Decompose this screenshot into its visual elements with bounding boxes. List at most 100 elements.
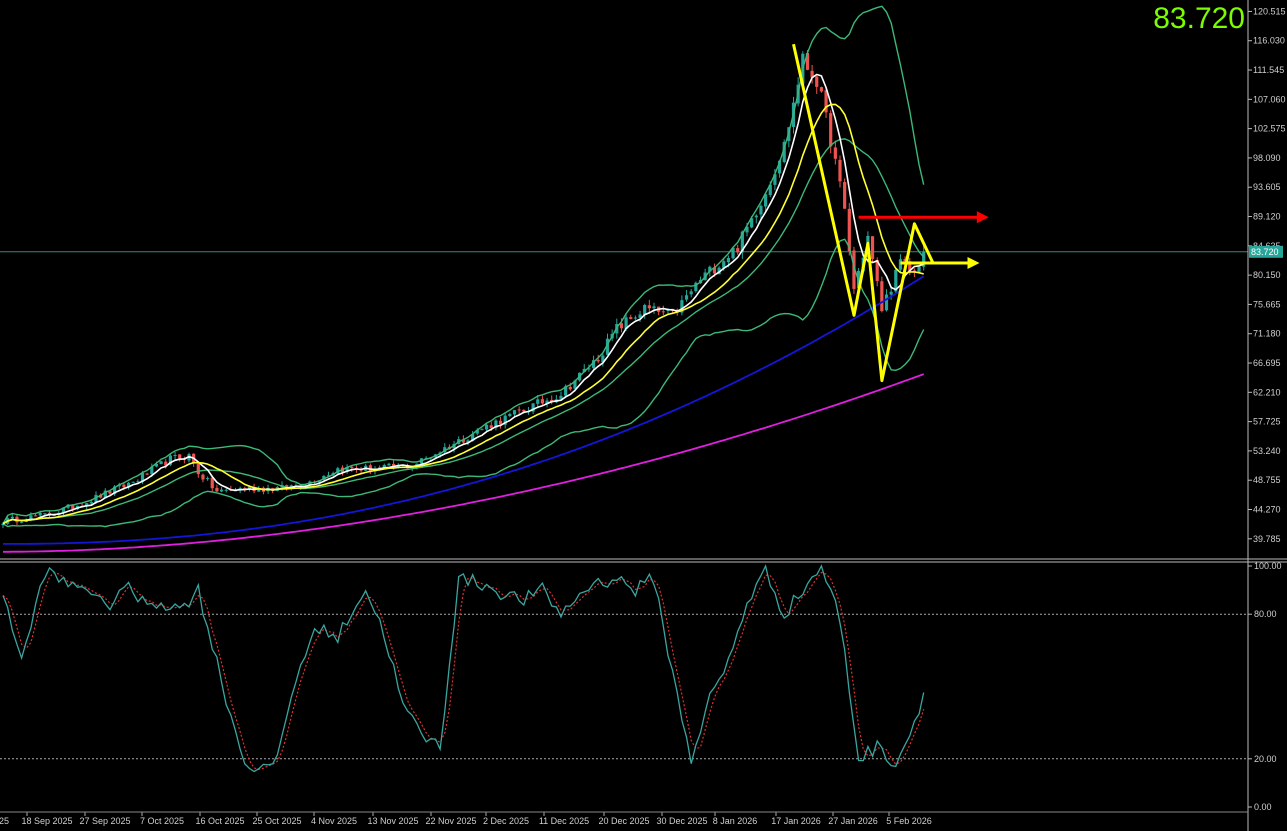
candle-body — [475, 430, 479, 434]
candle-body — [717, 267, 721, 275]
y-tick-label: 98.090 — [1253, 153, 1281, 163]
candle-body — [773, 174, 777, 185]
current-price-display: 83.720 — [1153, 2, 1245, 35]
candle-body — [633, 317, 637, 319]
candle-body — [531, 403, 535, 412]
candle-body — [206, 478, 210, 480]
candle-body — [164, 461, 168, 466]
candle-body — [894, 269, 898, 292]
candle-body — [466, 440, 470, 443]
candle-body — [903, 258, 907, 262]
candle-body — [759, 205, 763, 215]
x-tick-label: 17 Jan 2026 — [771, 816, 821, 826]
y-tick-label: 107.060 — [1253, 94, 1286, 104]
stochastic-d-line — [2, 571, 925, 771]
candle-body — [122, 484, 126, 488]
candle-body — [643, 305, 647, 315]
candle-body — [684, 295, 689, 300]
candle-body — [550, 399, 554, 402]
candle-body — [815, 76, 819, 87]
candle-body — [517, 409, 521, 411]
candle-body — [20, 521, 24, 523]
y-tick-label: 116.030 — [1253, 36, 1285, 46]
candle-body — [596, 360, 600, 362]
candle-body — [847, 208, 851, 252]
x-axis: 25 18 Sep 2025 27 Sep 2025 7 Oct 2025 16 Oct… — [0, 812, 932, 826]
candle-body — [740, 231, 744, 253]
y-tick-label: 89.120 — [1253, 212, 1281, 222]
candle-body — [443, 447, 447, 453]
candle-body — [880, 281, 884, 311]
candle-body — [750, 218, 754, 228]
stochastic-k-line — [2, 564, 925, 773]
candle-body — [587, 368, 591, 370]
candle-body — [661, 311, 665, 313]
candle-body — [424, 457, 428, 459]
y-tick-label: 71.180 — [1253, 329, 1281, 339]
candle-body — [382, 464, 386, 468]
osc-tick-label: 20.00 — [1254, 754, 1277, 764]
x-tick-label: 8 Jan 2026 — [713, 816, 758, 826]
y-tick-label: 93.605 — [1253, 182, 1281, 192]
x-tick-label: 13 Nov 2025 — [367, 816, 418, 826]
candle-body — [829, 113, 833, 147]
candle-body — [61, 507, 66, 513]
candle-body — [113, 486, 117, 495]
candle-body — [168, 455, 172, 465]
candle-body — [912, 270, 916, 272]
candle-body — [768, 184, 772, 196]
candle-body — [131, 481, 135, 483]
y-tick-label: 62.210 — [1253, 387, 1281, 397]
candle-body — [708, 266, 712, 272]
candle-body — [726, 257, 730, 263]
candle-body — [326, 475, 331, 477]
candle-body — [350, 466, 354, 469]
candle-body — [764, 194, 768, 207]
candle-body — [838, 159, 842, 182]
candle-body — [689, 291, 693, 295]
candle-body — [201, 474, 205, 480]
x-tick-label: 18 Sep 2025 — [21, 816, 72, 826]
x-tick-label: 27 Sep 2025 — [79, 816, 130, 826]
oscillator-panel — [0, 564, 1248, 773]
candle-body — [471, 434, 475, 441]
y-axis-oscillator: 100.00 80.00 20.00 0.00 — [1248, 561, 1282, 812]
x-tick-label: 30 Dec 2025 — [656, 816, 707, 826]
candle-body — [680, 300, 684, 313]
candle-body — [10, 516, 14, 519]
candle-body — [782, 141, 786, 162]
candle-body — [480, 429, 484, 431]
candle-body — [805, 53, 810, 70]
candle-body — [745, 226, 749, 233]
candle-body — [392, 463, 396, 468]
candle-body — [33, 515, 38, 517]
candle-body — [126, 482, 131, 488]
price-panel — [0, 50, 1248, 529]
y-tick-label: 102.575 — [1253, 124, 1286, 134]
candle-body — [852, 250, 856, 289]
candle-body — [754, 215, 758, 218]
y-tick-label: 39.785 — [1253, 534, 1281, 544]
candle-body — [810, 70, 814, 78]
x-tick-label: 5 Feb 2026 — [886, 816, 932, 826]
candle-body — [71, 504, 75, 509]
candle-body — [922, 251, 926, 267]
candle-body — [140, 472, 145, 482]
current-price-tag-label: 83.720 — [1251, 247, 1279, 257]
candle-body — [136, 481, 140, 483]
candle-body — [108, 491, 112, 494]
bollinger-upper — [2, 5, 925, 525]
candle-body — [43, 513, 47, 515]
candle-body — [824, 90, 828, 113]
candle-body — [103, 490, 107, 499]
candle-body — [712, 267, 717, 274]
candle-body — [485, 424, 489, 430]
candle-body — [875, 260, 879, 282]
candle-body — [573, 380, 577, 389]
candle-body — [219, 489, 224, 492]
price-overlays — [2, 5, 925, 553]
yellow-arrow-head — [967, 257, 980, 270]
x-tick-label: 16 Oct 2025 — [195, 816, 244, 826]
candle-body — [150, 466, 154, 475]
